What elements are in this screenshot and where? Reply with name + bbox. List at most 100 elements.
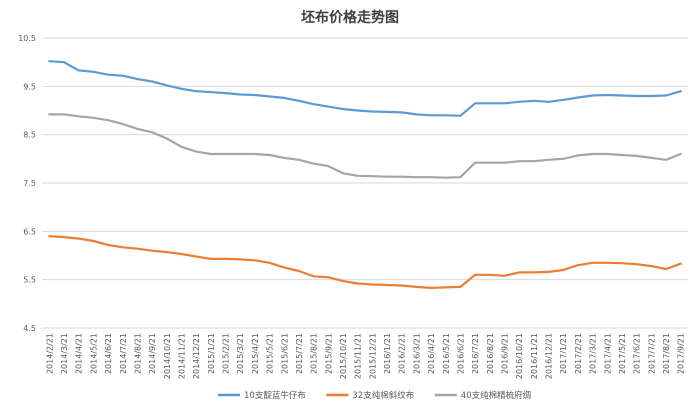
data-point [121,123,124,125]
data-point [195,90,198,93]
data-point [180,87,183,90]
data-point [195,150,198,153]
data-point [679,153,682,155]
data-point [591,153,594,155]
data-point [239,93,242,96]
y-tick-label: 4.5 [23,324,36,333]
x-tick-label: 2016/11/21 [530,333,539,379]
data-point [444,286,447,289]
data-point [224,92,227,94]
data-point [621,94,623,97]
data-point [430,114,432,117]
data-point [254,94,256,96]
y-tick-label: 6.5 [23,227,36,236]
y-tick-label: 5.5 [23,276,36,285]
data-point [459,176,462,179]
data-point [415,113,418,116]
x-tick-label: 2017/6/21 [633,333,642,374]
data-point [474,102,476,105]
series-line-1 [48,60,682,117]
data-point [107,244,109,246]
y-tick-label: 9.5 [23,82,36,91]
data-point [342,280,344,282]
data-point [665,158,667,161]
x-tick-label: 2014/5/21 [89,333,98,374]
data-point [650,265,653,267]
data-point [209,91,212,93]
data-point [665,268,667,270]
data-point [371,175,374,178]
x-tick-label: 2017/3/21 [589,333,598,374]
data-point [121,246,124,249]
x-tick-label: 2015/12/21 [368,333,377,379]
x-tick-label: 2015/6/21 [280,333,289,374]
series-lines [48,60,682,289]
data-point [621,262,623,265]
data-point [327,165,330,168]
data-point [136,127,139,130]
data-point [518,271,521,274]
data-point [430,287,432,289]
data-point [312,162,315,165]
x-tick-label: 2017/7/21 [647,333,656,374]
data-point [547,158,550,161]
data-point [254,259,256,262]
data-point [518,100,521,103]
legend-item-3: 40支纯棉精梳府绸 [434,390,531,401]
legend-label: 10支靛蓝牛仔布 [244,390,306,401]
x-tick-label: 2016/1/21 [383,333,392,374]
data-point [151,80,154,83]
data-point [577,96,579,99]
data-point [312,103,315,106]
data-point [48,235,51,238]
data-point [92,70,95,73]
data-point [474,273,476,276]
data-point [254,153,256,155]
data-point [518,160,521,163]
x-tick-label: 2016/2/21 [398,333,407,374]
data-point [180,253,183,255]
x-tick-label: 2014/6/21 [104,333,113,374]
x-tick-label: 2015/5/21 [266,333,275,374]
x-tick-label: 2014/11/21 [177,333,186,379]
x-tick-label: 2015/1/21 [207,333,216,374]
legend-item-2: 32支纯棉斜纹布 [326,390,414,401]
y-tick-label: 7.5 [23,179,36,188]
x-tick-label: 2014/7/21 [119,333,128,374]
x-tick-label: 2017/4/21 [603,333,612,374]
legend-label: 40支纯棉精梳府绸 [461,390,531,401]
data-point [635,263,638,266]
series-line-3 [48,113,682,179]
x-tick-label: 2016/8/21 [486,333,495,374]
data-point [474,161,476,164]
data-point [298,99,300,102]
x-tick-label: 2015/7/21 [295,333,304,374]
data-point [371,110,374,113]
data-point [327,105,330,108]
data-point [356,174,359,177]
data-point [503,274,506,277]
data-point [400,111,403,114]
data-point [151,249,154,252]
data-point [77,69,80,72]
data-point [444,114,447,117]
data-point [679,90,682,93]
data-point [547,271,550,273]
x-tick-label: 2017/1/21 [559,333,568,374]
data-point [107,119,109,122]
data-point [63,61,65,64]
data-point [386,284,388,286]
data-point [180,145,183,148]
x-tick-label: 2015/8/21 [310,333,319,374]
data-point [283,97,286,99]
data-point [136,247,139,250]
data-point [136,78,139,80]
data-point [151,131,154,134]
data-point [532,271,535,274]
data-point [356,282,359,285]
x-tick-label: 2014/4/21 [75,333,84,374]
data-point [371,283,374,286]
data-point [400,175,403,178]
data-point [606,153,609,155]
x-tick-label: 2014/9/21 [148,333,157,374]
